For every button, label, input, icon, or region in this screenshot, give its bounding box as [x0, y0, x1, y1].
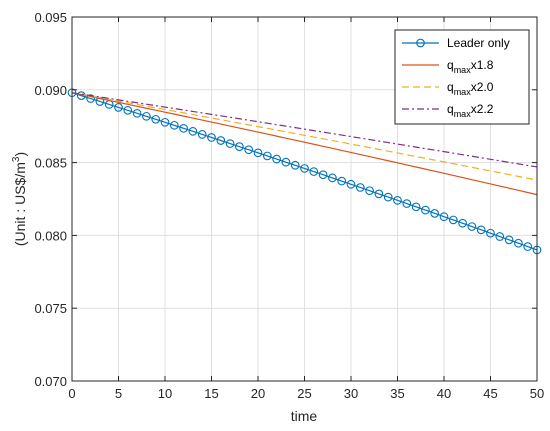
data-point	[421, 205, 430, 215]
series-line	[71, 92, 538, 181]
data-point	[132, 108, 142, 118]
x-tick-label: 45	[483, 386, 497, 401]
data-point	[123, 106, 133, 115]
series-line	[71, 92, 538, 251]
x-tick-label: 5	[115, 386, 122, 401]
data-point	[272, 154, 281, 164]
data-point	[281, 157, 291, 167]
series-layer	[67, 88, 542, 255]
data-point	[393, 195, 402, 205]
y-axis-title-superscript: 3	[11, 156, 22, 162]
data-point	[476, 225, 486, 235]
x-tick-label: 10	[158, 386, 172, 401]
legend-marker	[416, 38, 425, 48]
x-tick-label: 25	[297, 386, 311, 401]
y-tick-label: 0.085	[34, 156, 67, 171]
data-point	[309, 167, 319, 176]
data-point	[151, 114, 161, 124]
data-point	[197, 130, 207, 139]
legend-label: qmaxx2.0	[447, 80, 494, 97]
data-point	[86, 94, 95, 103]
y-tick-label: 0.075	[34, 301, 67, 316]
data-point	[160, 117, 170, 127]
x-tick-label: 50	[530, 386, 544, 401]
x-tick-label: 35	[390, 386, 404, 401]
legend-label: qmaxx1.8	[447, 58, 494, 75]
data-point	[225, 139, 235, 148]
y-axis-title-close: )	[12, 152, 28, 157]
data-point	[244, 145, 254, 155]
data-point	[374, 189, 384, 199]
series-line	[71, 92, 538, 168]
data-point	[355, 183, 365, 192]
data-point	[188, 127, 198, 136]
y-tick-label: 0.070	[34, 374, 67, 389]
data-point	[514, 238, 523, 248]
series-line	[71, 92, 538, 196]
data-point	[411, 202, 421, 212]
data-point	[458, 218, 467, 228]
tick-labels: 0 5 10 15 20 25 30 35 40 45 50 0.070 0.075 0.080 0.085…	[34, 10, 544, 401]
data-point	[142, 111, 151, 121]
axis-ticks	[71, 16, 538, 382]
legend: Leader only qmaxx1.8 qmaxx2.0 qmaxx2.2	[394, 29, 530, 125]
x-axis-title: time	[291, 408, 318, 424]
data-point	[207, 133, 216, 142]
data-point	[504, 235, 514, 245]
data-point	[383, 192, 393, 202]
x-tick-label: 30	[344, 386, 358, 401]
data-point	[495, 232, 505, 241]
data-point	[328, 173, 337, 183]
data-point	[486, 228, 495, 238]
y-tick-label: 0.080	[34, 228, 67, 243]
data-point	[179, 123, 188, 133]
x-tick-label: 0	[68, 386, 75, 401]
legend-label: Leader only	[447, 36, 510, 50]
data-point	[467, 222, 477, 231]
x-tick-label: 20	[251, 386, 265, 401]
data-point	[346, 179, 356, 189]
data-point	[216, 136, 226, 145]
data-point	[169, 120, 179, 130]
legend-label: qmaxx2.2	[447, 102, 494, 119]
data-point	[448, 215, 458, 225]
data-point	[430, 209, 440, 218]
data-point	[262, 151, 272, 161]
data-point	[365, 186, 374, 196]
data-point	[114, 103, 123, 112]
y-tick-label: 0.095	[34, 10, 67, 25]
data-point	[300, 164, 309, 173]
data-point	[337, 176, 347, 186]
data-point	[253, 148, 263, 158]
x-tick-label: 15	[204, 386, 218, 401]
data-point	[290, 160, 300, 170]
y-tick-label: 0.090	[34, 83, 67, 98]
x-tick-label: 40	[437, 386, 451, 401]
data-point	[523, 242, 533, 251]
y-axis-title: (Unit : US$/m3)	[11, 152, 28, 246]
data-point	[318, 170, 328, 180]
data-point	[402, 199, 412, 208]
data-point	[439, 212, 449, 221]
data-point	[235, 142, 244, 151]
y-axis-title-main: (Unit : US$/m	[12, 162, 28, 246]
